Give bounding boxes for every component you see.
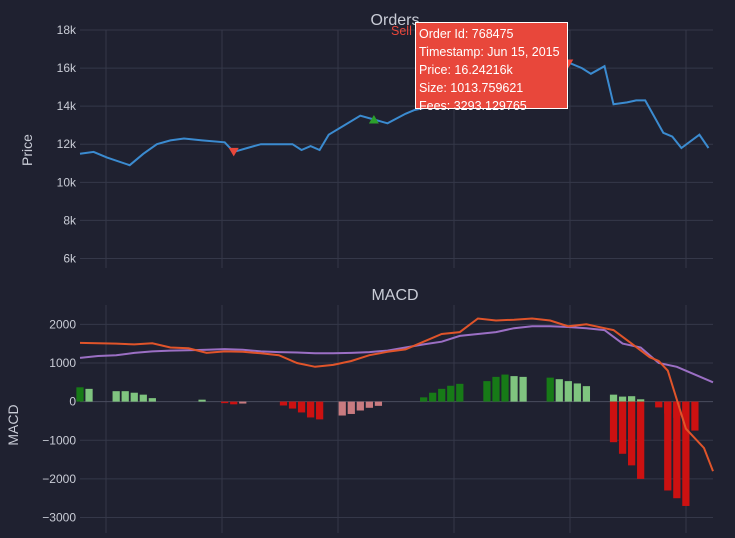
macd-hist-bar	[618, 401, 627, 454]
price-line	[79, 57, 710, 167]
buy-marker-1	[368, 114, 379, 124]
macd-hist-bar	[148, 398, 156, 402]
tooltip-order-id: Order Id: 768475	[419, 27, 514, 41]
macd-hist-bar	[637, 399, 645, 402]
signal-line	[79, 325, 714, 384]
macd-hist-bar	[655, 401, 663, 408]
orders-ytick-label: 18k	[57, 23, 77, 37]
macd-hist-bar	[519, 376, 527, 402]
tooltip-fees: Fees: 3293.129765	[419, 99, 527, 113]
macd-hist-bar	[627, 401, 636, 466]
macd-hist-bar	[221, 401, 229, 404]
macd-hist-bar	[546, 377, 554, 402]
macd-hist-bar	[121, 391, 129, 402]
macd-hist-bar	[316, 401, 324, 420]
macd-hist-bar	[230, 401, 238, 405]
macd-line	[79, 317, 714, 472]
orders-title: Orders	[371, 12, 420, 29]
hover-trace-label: Sell	[391, 24, 412, 38]
macd-hist-bar	[618, 396, 627, 402]
macd-hist-bar	[510, 376, 518, 402]
macd-hist-bar	[637, 401, 645, 479]
macd-hist-bar	[429, 392, 437, 402]
tooltip-price: Price: 16.24216k	[419, 63, 513, 77]
macd-hist-bar	[609, 401, 618, 443]
macd-hist-bar	[347, 401, 355, 414]
macd-hist-bar	[297, 401, 306, 413]
orders-ytick-label: 8k	[63, 213, 77, 227]
macd-hist-bar	[492, 376, 500, 402]
orders-ytick-label: 12k	[57, 137, 77, 151]
macd-hist-bar	[420, 397, 428, 402]
macd-hist-bar	[139, 394, 147, 402]
macd-hist-bar	[564, 381, 572, 402]
tooltip-timestamp: Timestamp: Jun 15, 2015	[419, 45, 560, 59]
macd-hist-bar	[501, 374, 509, 402]
orders-ytick-label: 16k	[57, 61, 77, 75]
macd-hist-bar	[365, 401, 373, 408]
macd-ytick-label: −1000	[42, 433, 76, 447]
sell-marker-0	[228, 147, 239, 157]
macd-ytick-label: 2000	[49, 317, 76, 331]
macd-ytick-label: 1000	[49, 356, 76, 370]
macd-hist-bar	[438, 388, 446, 402]
macd-hist-bar	[356, 401, 364, 411]
orders-ytick-label: 14k	[57, 99, 77, 113]
macd-hist-bar	[112, 391, 120, 402]
macd-hist-bar	[447, 385, 455, 402]
macd-hist-bar	[483, 381, 491, 402]
macd-hist-bar	[76, 387, 84, 402]
macd-hist-bar	[673, 401, 681, 499]
macd-ytick-label: −2000	[42, 472, 76, 486]
macd-ytick-label: 0	[69, 395, 76, 409]
macd-hist-bar	[664, 401, 672, 491]
macd-hist-bar	[239, 401, 247, 404]
orders-y-axis-label: Price	[19, 134, 35, 166]
orders-ytick-label: 10k	[57, 175, 77, 189]
macd-title: MACD	[371, 287, 418, 304]
macd-hist-bar	[456, 383, 464, 402]
macd-y-axis-label: MACD	[5, 404, 21, 445]
macd-hist-bar	[627, 396, 636, 402]
macd-ytick-label: −3000	[42, 511, 76, 525]
orders-ytick-label: 6k	[63, 251, 77, 265]
macd-hist-bar	[198, 399, 206, 402]
macd-hist-bar	[609, 394, 618, 402]
macd-hist-bar	[288, 401, 297, 409]
macd-hist-bar	[582, 386, 591, 402]
macd-hist-bar	[555, 379, 563, 402]
macd-hist-bar	[691, 401, 699, 431]
macd-hist-bar	[279, 401, 288, 406]
macd-hist-bar	[306, 401, 315, 418]
macd-hist-bar	[573, 383, 581, 402]
macd-hist-bar	[130, 392, 138, 402]
macd-hist-bar	[338, 401, 346, 416]
macd-hist-bar	[682, 401, 690, 506]
order-tooltip: Order Id: 768475 Timestamp: Jun 15, 2015…	[415, 22, 568, 113]
macd-hist-bar	[374, 401, 383, 406]
tooltip-size: Size: 1013.759621	[419, 81, 524, 95]
macd-hist-bar	[85, 388, 93, 402]
